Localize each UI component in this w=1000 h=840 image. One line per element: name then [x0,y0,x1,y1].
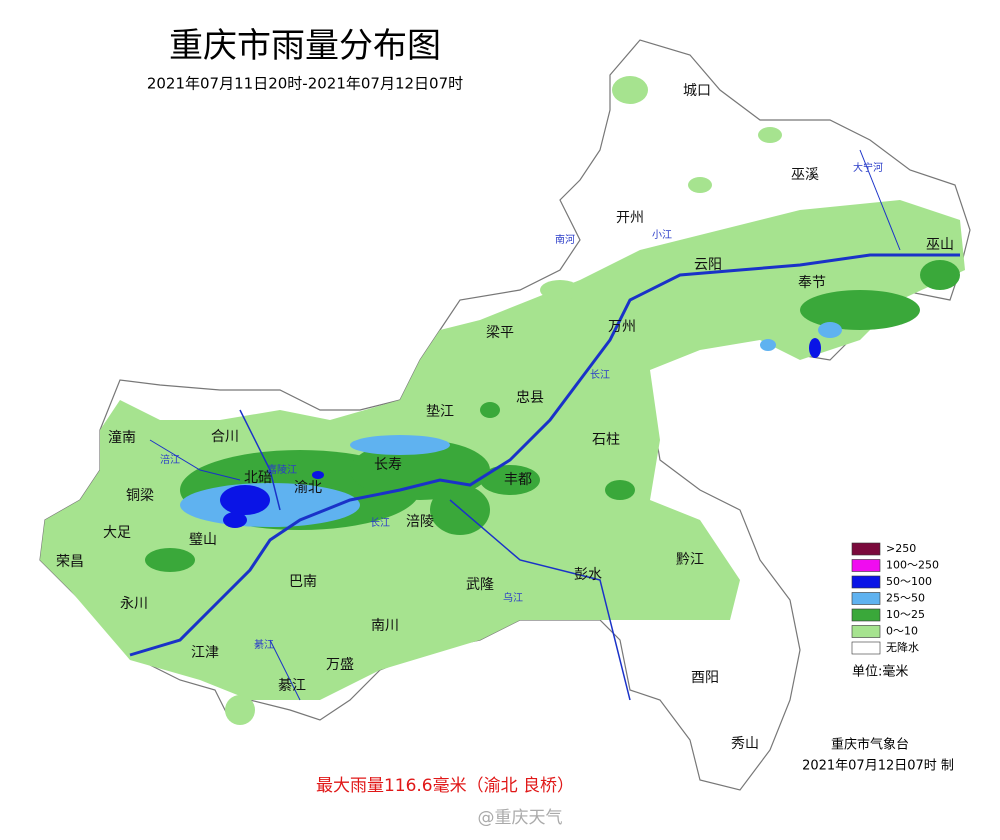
district-label: 武隆 [466,577,494,593]
district-label: 奉节 [798,275,826,291]
district-label: 璧山 [189,531,217,548]
river-label: 大宁河 [853,161,883,174]
legend-swatch [851,625,881,638]
legend-swatch [851,542,881,556]
district-label: 永川 [120,596,148,612]
district-label: 铜梁 [126,488,154,504]
legend-label: 25～50 [886,592,925,605]
district-label: 綦江 [278,678,306,694]
river-label: 乌江 [503,591,523,604]
district-label: 云阳 [694,257,722,273]
legend-swatch [851,559,881,572]
district-label: 垫江 [426,404,454,420]
river-label: 南河 [555,233,575,246]
legend-label: 无降水 [886,640,919,654]
river-label: 小江 [652,229,672,241]
district-label: 酉阳 [691,670,719,686]
agency: 重庆市气象台 [831,737,909,753]
district-label: 城口 [683,83,711,99]
legend-label: 10～25 [886,608,925,621]
rain-torrential [220,338,821,528]
district-label: 秀山 [731,736,759,752]
legend-label: >250 [886,542,916,555]
legend-label: 100～250 [886,559,939,572]
district-label: 北碚 [244,470,272,486]
district-label: 巫溪 [791,167,819,183]
legend-swatch [851,608,881,622]
district-label: 彭水 [574,567,602,583]
district-label: 江津 [191,645,219,661]
river-label: 涪江 [160,453,180,466]
district-label: 长寿 [374,456,402,473]
district-label: 黔江 [676,552,704,568]
subtitle: 2021年07月11日20时-2021年07月12日07时 [147,75,463,93]
district-label: 合川 [211,429,239,445]
district-label: 大足 [103,525,131,541]
max-rain: 最大雨量116.6毫米（渝北 良桥） [316,776,574,796]
district-label: 南川 [371,618,399,634]
issued: 2021年07月12日07时 制 [802,759,954,774]
rivers [129,149,960,701]
district-label: 石柱 [592,432,620,448]
district-label: 荣昌 [56,554,84,570]
legend-swatch [851,641,881,655]
legend-unit: 单位:毫米 [852,664,908,680]
legend-swatch [851,575,881,589]
legend-label: 0～10 [886,625,918,638]
rain-light [40,200,965,700]
district-label: 开州 [616,210,644,226]
district-label: 潼南 [108,429,136,446]
legend-label: 50～100 [886,575,932,588]
district-label: 万盛 [326,657,354,673]
district-label: 巫山 [926,237,954,253]
river-label: 长江 [590,369,610,381]
river-label: 嘉陵江 [267,463,297,476]
watermark: @重庆天气 [478,808,563,828]
district-label: 涪陵 [406,514,434,530]
river-label: 綦江 [254,638,274,651]
district-label: 巴南 [289,574,317,590]
district-label: 万州 [608,319,636,335]
river-label: 长江 [370,517,390,529]
district-label: 丰都 [504,472,532,488]
district-label: 忠县 [516,390,544,406]
legend-swatch [851,592,881,605]
title: 重庆市雨量分布图 [169,26,441,66]
rain-light-patches [225,76,782,725]
district-label: 梁平 [486,325,514,341]
district-label: 渝北 [294,480,322,496]
